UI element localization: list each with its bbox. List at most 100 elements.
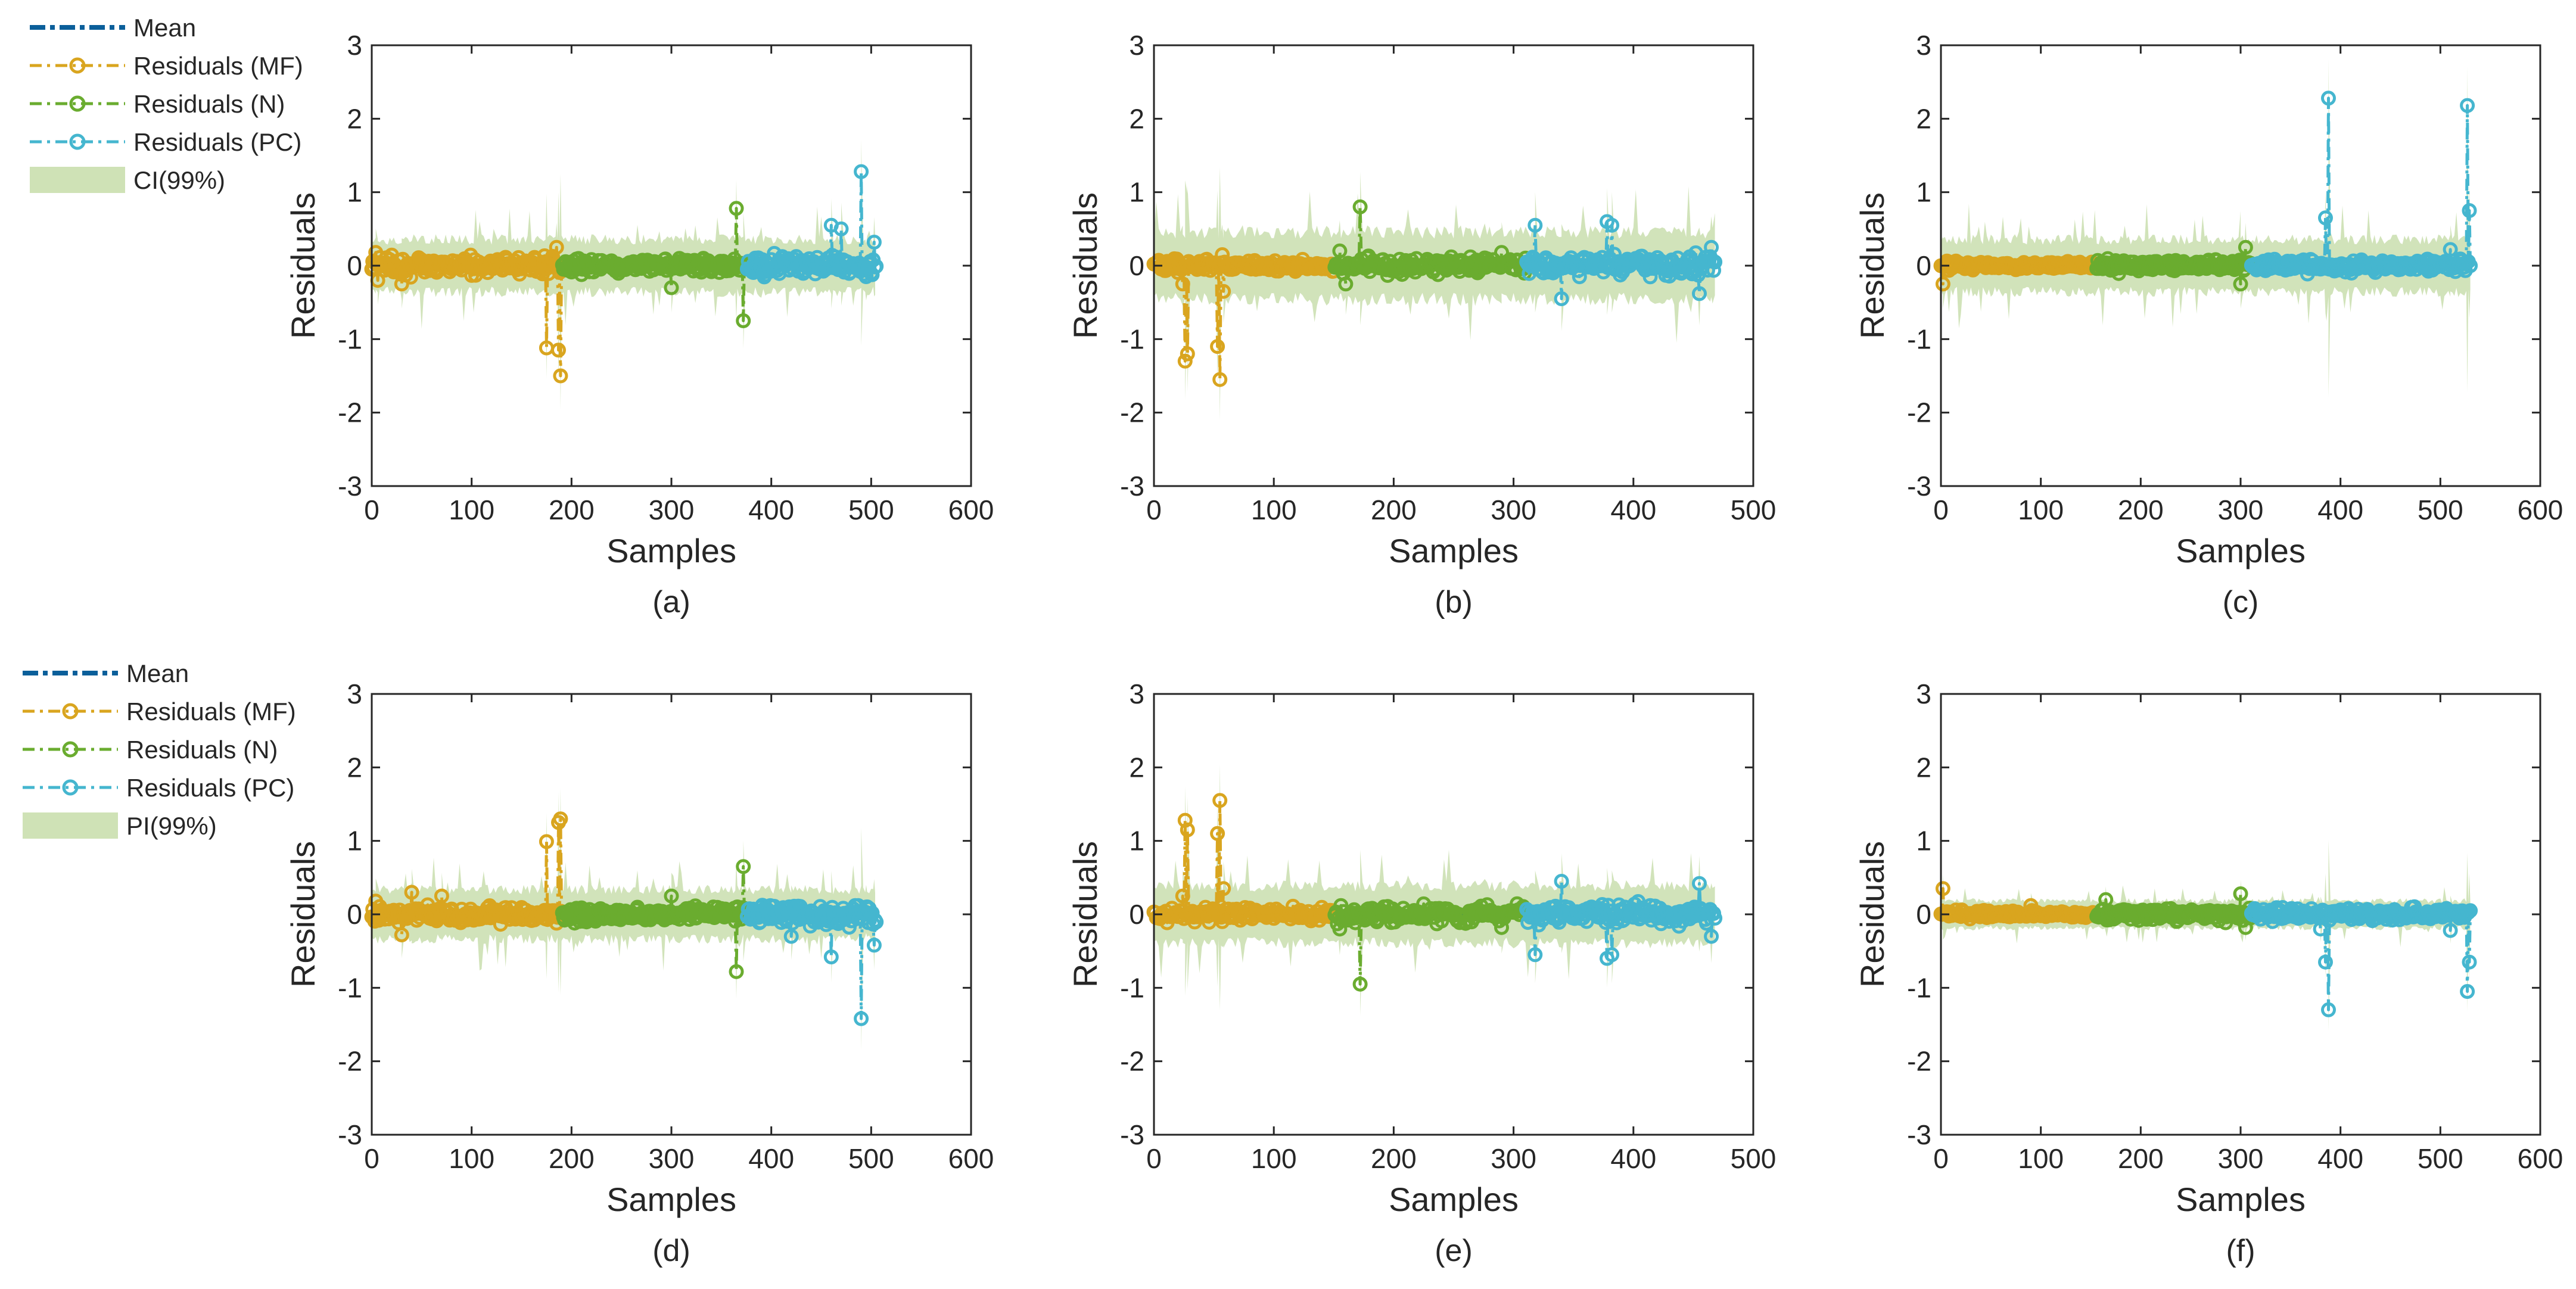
point-b-pc-29 [1554,291,1569,306]
point-f-pc-74 [2318,954,2333,970]
x-tick-label-d-2: 200 [549,1143,595,1174]
y-tick-label-b-5: 2 [1129,103,1144,134]
legend-bottom: Mean Residuals (MF) Residuals (N) Residuals… [23,659,296,840]
point-a-pc-129 [869,259,884,274]
y-tick-label-b-2: -1 [1120,323,1144,354]
series-f-mf [1933,881,2104,927]
y-tick-label-a-3: 0 [347,250,362,281]
y-tick-label-c-1: -2 [1907,397,1931,428]
legend-label-pc: Residuals (PC) [126,774,294,802]
point-d-pc-127 [866,938,882,953]
point-b-mf-28 [1180,346,1195,362]
panel-c: 0 100 200 300 400 500 600 -3 -2 -1 0 1 2 3 Samples Resi… [1853,30,2563,619]
y-tick-label-c-5: 2 [1916,103,1931,134]
panel-caption-c: (c) [2223,585,2259,619]
point-a-mf-189 [553,368,568,384]
series-d-mf [364,811,570,942]
panel-f: 0 100 200 300 400 500 600 -3 -2 -1 0 1 2 3 Samples Resi… [1853,678,2563,1268]
y-tick-label-f-1: -2 [1907,1046,1931,1077]
point-b-pc-157 [1707,254,1723,270]
panel-e: 0 100 200 300 400 500 -3 -2 -1 0 1 2 3 Samples Residua… [1066,678,1776,1268]
point-d-pc-114 [854,1011,869,1026]
y-axis-label-d: Residuals [284,841,322,988]
y-tick-label-a-4: 1 [347,177,362,208]
series-b-pc [1519,214,1723,306]
legend-swatch-marker-n [69,95,86,112]
panel-caption-d: (d) [652,1234,690,1268]
y-tick-label-f-3: 0 [1916,899,1931,930]
point-a-pc-114 [854,164,869,179]
series-b-mf [1146,247,1342,387]
point-c-pc-216 [2460,98,2475,113]
point-c-pc-77 [2321,91,2336,106]
legend-bottom-entry-1: Residuals (MF) [23,698,296,726]
point-c-pc-219 [2463,258,2478,273]
legend-top-entry-0: Mean [30,14,196,42]
point-c-pc-199 [2443,242,2458,257]
x-tick-label-c-4: 400 [2317,494,2363,525]
y-tick-label-b-0: -3 [1120,471,1144,502]
point-a-n-181 [736,313,751,328]
x-tick-label-d-5: 500 [848,1143,894,1174]
panel-d: 0 100 200 300 400 500 600 -3 -2 -1 0 1 2 3 Samples Resi… [284,678,994,1268]
y-tick-label-e-2: -1 [1120,972,1144,1003]
x-tick-label-a-5: 500 [848,494,894,525]
y-tick-label-e-4: 1 [1129,826,1144,857]
x-tick-label-e-5: 500 [1731,1143,1777,1174]
point-b-n-9 [1338,276,1354,292]
point-b-mf-55 [1212,372,1228,387]
point-a-n-174 [729,201,744,216]
y-tick-label-c-0: -3 [1907,471,1931,502]
series-c-pc [2244,91,2478,282]
y-tick-label-c-4: 1 [1916,177,1931,208]
y-tick-label-d-6: 3 [347,678,362,709]
point-a-n-109 [664,280,679,295]
point-d-mf-70 [434,888,449,904]
y-tick-label-b-3: 0 [1129,250,1144,281]
band-b [1154,167,1715,421]
x-tick-label-a-3: 300 [649,494,695,525]
y-tick-label-a-2: -1 [338,323,362,354]
x-tick-label-a-4: 400 [748,494,794,525]
point-d-mf-175 [539,834,554,849]
y-axis-label-a: Residuals [284,192,322,339]
point-b-n-4 [1332,243,1348,259]
y-tick-label-b-6: 3 [1129,30,1144,61]
panel-caption-a: (a) [652,585,690,619]
x-tick-label-c-2: 200 [2118,494,2164,525]
legend-swatch-band [23,812,118,839]
x-tick-label-b-4: 400 [1610,494,1656,525]
x-tick-label-c-0: 0 [1933,494,1949,525]
point-c-mf-2 [1935,276,1950,292]
x-tick-label-a-0: 0 [364,494,379,525]
x-tick-label-f-0: 0 [1933,1143,1949,1174]
point-f-pc-219 [2463,903,2478,919]
point-f-pc-216 [2460,984,2475,999]
x-tick-label-f-1: 100 [2018,1143,2064,1174]
point-d-pc-84 [823,949,839,964]
y-tick-label-a-0: -3 [338,471,362,502]
x-tick-label-f-6: 600 [2518,1143,2563,1174]
y-tick-label-c-2: -1 [1907,323,1931,354]
legend-label-band: CI(99%) [133,166,225,194]
legend-top-entry-4: CI(99%) [30,166,225,194]
x-tick-label-b-2: 200 [1371,494,1417,525]
y-tick-label-f-0: -3 [1907,1119,1931,1150]
point-b-pc-71 [1604,217,1620,233]
point-f-pc-218 [2462,954,2477,970]
y-tick-label-b-1: -2 [1120,397,1144,428]
point-d-n-109 [664,888,679,904]
legend-bottom-entry-4: PI(99%) [23,812,217,840]
point-c-pc-74 [2318,210,2333,226]
series-f-pc [2244,899,2478,1017]
legend-label-mean: Mean [133,14,196,42]
y-tick-label-c-6: 3 [1916,30,1931,61]
point-a-mf-185 [549,239,564,255]
y-tick-label-d-4: 1 [347,826,362,857]
legend-label-mean: Mean [126,659,189,687]
panel-caption-e: (e) [1435,1234,1473,1268]
point-d-mf-30 [394,927,409,942]
x-tick-label-a-6: 600 [948,494,994,525]
x-tick-label-b-3: 300 [1491,494,1536,525]
x-tick-label-c-6: 600 [2518,494,2563,525]
